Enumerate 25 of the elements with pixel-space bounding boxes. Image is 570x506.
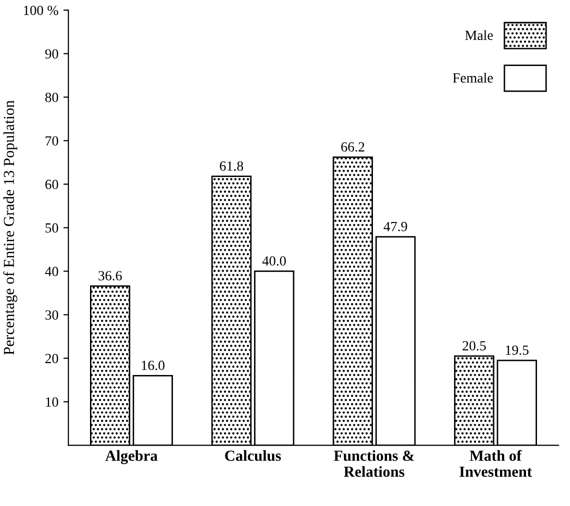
x-tick-label: Math of Investment — [460, 450, 532, 477]
y-tick-label: 60 — [45, 180, 58, 190]
x-tick-label: Functions & Relations — [334, 450, 414, 477]
data-label: 36.6 — [98, 271, 122, 280]
y-tick-label: 100 % — [24, 6, 58, 16]
y-tick-label: 70 — [46, 136, 58, 146]
data-label: 16.0 — [142, 360, 164, 370]
legend-label: Female — [452, 72, 493, 83]
y-axis-title: Percentage of Entire Grade 13 Population — [3, 100, 18, 355]
y-tick-label: 90 — [45, 49, 58, 59]
x-tick-label: Calculus — [225, 450, 281, 461]
data-label: 20.5 — [462, 341, 486, 351]
y-tick-label: 80 — [45, 92, 58, 102]
data-label: 61.8 — [220, 161, 244, 171]
data-label: 66.2 — [341, 142, 364, 152]
y-tick-label: 10 — [46, 397, 58, 407]
data-label: 40.0 — [262, 256, 286, 266]
data-label: 47.9 — [384, 222, 408, 232]
y-tick-label: 40 — [45, 266, 58, 276]
y-tick-label: 50 — [46, 223, 58, 233]
x-tick-label: Algebra — [105, 450, 158, 464]
legend-label: Male — [465, 30, 493, 40]
y-tick-label: 30 — [45, 310, 58, 320]
y-tick-label: 20 — [45, 354, 58, 364]
data-label: 19.5 — [506, 345, 529, 355]
